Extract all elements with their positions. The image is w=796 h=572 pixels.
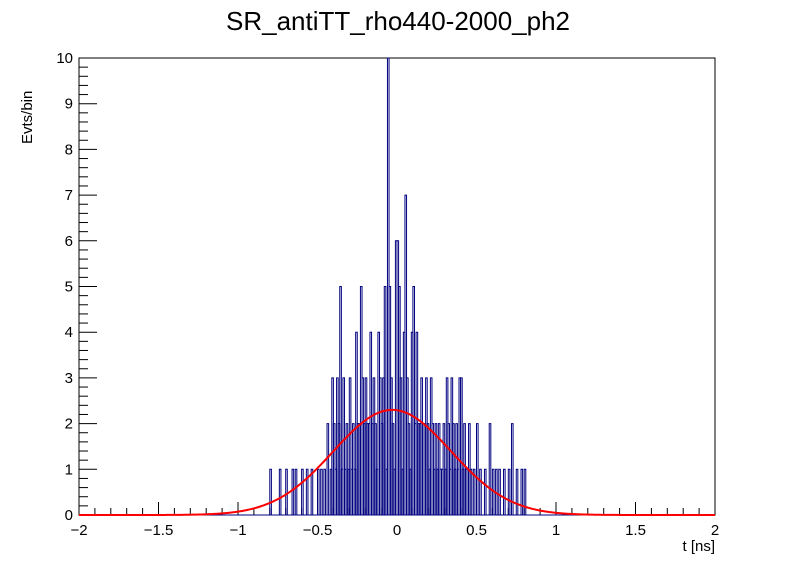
histogram-bin — [317, 468, 320, 515]
y-tick-label: 8 — [65, 141, 73, 158]
y-tick-label: 0 — [65, 507, 73, 524]
histogram-bin — [285, 468, 288, 515]
x-tick-label: −0.5 — [303, 522, 333, 539]
y-tick-label: 9 — [65, 96, 73, 113]
chart-title: SR_antiTT_rho440-2000_ph2 — [225, 6, 571, 36]
histogram-bin — [310, 468, 314, 515]
y-tick-labels: 0 1 2 3 4 5 6 7 8 9 10 — [56, 50, 73, 524]
histogram-bin — [510, 423, 514, 515]
histogram-bin — [348, 377, 352, 515]
histogram-bin — [488, 423, 492, 515]
x-tick-label: 1 — [552, 522, 560, 539]
y-tick-label: 10 — [56, 50, 73, 67]
x-axis-label: t [ns] — [682, 538, 715, 555]
histogram-bin — [523, 468, 527, 515]
y-tick-label: 7 — [65, 187, 73, 204]
y-tick-label: 3 — [65, 370, 73, 387]
histogram-bin — [383, 286, 387, 515]
histogram-bin — [507, 468, 511, 515]
histogram-bin — [326, 423, 330, 515]
x-tick-label: 0 — [393, 522, 401, 539]
histogram-series — [79, 57, 715, 516]
y-tick-label: 1 — [65, 461, 73, 478]
y-tick-label: 6 — [65, 233, 73, 250]
histogram-bin — [269, 468, 272, 515]
x-tick-label: 0.5 — [466, 522, 487, 539]
gaussian-fit-curve — [79, 408, 715, 516]
histogram-bin — [472, 468, 476, 515]
histogram-bin — [291, 468, 295, 515]
y-axis-label: Evts/bin — [19, 90, 36, 144]
x-tick-label: −1 — [229, 522, 246, 539]
histogram-bin — [399, 377, 403, 515]
histogram-bin — [479, 468, 482, 515]
histogram-bin — [520, 468, 524, 515]
histogram-bin — [323, 468, 326, 515]
y-tick-label: 4 — [65, 324, 73, 341]
x-tick-label: 1.5 — [625, 522, 646, 539]
histogram-bin — [460, 377, 463, 515]
histogram-bin — [476, 423, 479, 515]
histogram-bin — [339, 286, 342, 515]
histogram-bin — [412, 286, 415, 515]
histogram-bin — [278, 468, 282, 515]
histogram-bin — [320, 468, 323, 515]
histogram-bin — [483, 468, 487, 515]
x-tick-label: −1.5 — [144, 522, 174, 539]
x-tick-labels: −2 −1.5 −1 −0.5 0 0.5 1 1.5 2 — [70, 522, 719, 539]
x-tick-label: 2 — [711, 522, 719, 539]
histogram-bin — [404, 194, 408, 515]
y-tick-label: 2 — [65, 416, 73, 433]
histogram-bin — [515, 468, 519, 515]
histogram-bin — [342, 377, 346, 515]
y-tick-label: 5 — [65, 279, 73, 296]
histogram-bin — [294, 468, 298, 515]
histogram-bin — [503, 468, 506, 515]
histogram-bin — [305, 468, 309, 515]
histogram-bin — [469, 468, 473, 515]
histogram-bin — [301, 468, 304, 515]
x-tick-label: −2 — [70, 522, 87, 539]
histogram-bin — [498, 468, 501, 515]
